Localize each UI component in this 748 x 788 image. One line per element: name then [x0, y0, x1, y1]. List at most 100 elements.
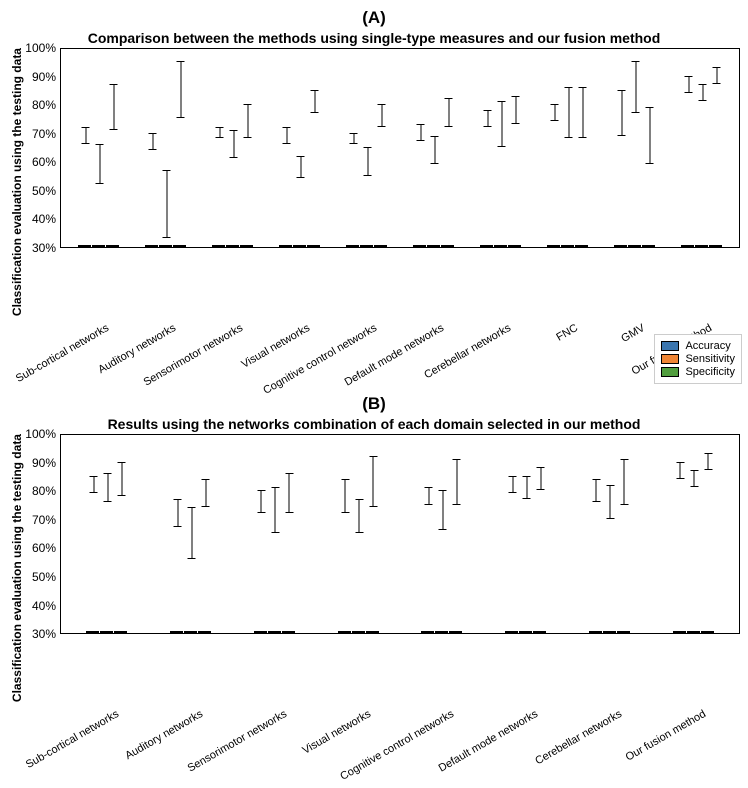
y-tick-label: 50%: [32, 570, 56, 584]
x-tick-label: Cerebellar networks: [533, 708, 624, 767]
error-bar: [526, 476, 527, 499]
error-bar: [487, 110, 488, 127]
error-bar: [289, 473, 290, 513]
error-bar: [624, 459, 625, 505]
y-tick-label: 90%: [32, 70, 56, 84]
legend-item: Specificity: [661, 366, 735, 378]
panel-a: (A) Comparison between the methods using…: [8, 8, 740, 394]
legend-swatch: [661, 341, 679, 351]
y-ticks-b: 30%40%50%60%70%80%90%100%: [26, 434, 60, 634]
y-tick-label: 40%: [32, 599, 56, 613]
panel-a-label: (A): [8, 8, 740, 28]
error-bar: [554, 104, 555, 121]
legend-label: Specificity: [685, 366, 735, 378]
y-tick-label: 90%: [32, 456, 56, 470]
y-tick-label: 30%: [32, 627, 56, 641]
error-bar: [680, 462, 681, 479]
error-bar: [649, 107, 650, 164]
y-tick-label: 30%: [32, 241, 56, 255]
error-bar: [353, 133, 354, 144]
panel-b-plot-wrap: Classification evaluation using the test…: [8, 434, 740, 702]
error-bar: [442, 490, 443, 530]
error-bar: [367, 147, 368, 176]
error-bar: [373, 456, 374, 507]
figure: (A) Comparison between the methods using…: [8, 8, 740, 780]
error-bar: [121, 462, 122, 496]
legend-item: Sensitivity: [661, 353, 735, 365]
error-bar: [568, 87, 569, 138]
y-axis-label-b: Classification evaluation using the test…: [8, 434, 26, 702]
y-tick-label: 100%: [25, 41, 56, 55]
error-bar: [540, 467, 541, 490]
y-tick-label: 100%: [25, 427, 56, 441]
plot-area-a: [60, 48, 740, 248]
error-bar: [286, 127, 287, 144]
error-bar: [359, 499, 360, 533]
legend-item: Accuracy: [661, 340, 735, 352]
error-bar: [107, 473, 108, 502]
y-tick-label: 70%: [32, 513, 56, 527]
error-bar: [716, 67, 717, 84]
error-bar: [420, 124, 421, 141]
error-bar: [166, 170, 167, 239]
error-bar: [300, 156, 301, 179]
legend-swatch: [661, 367, 679, 377]
error-bar: [113, 84, 114, 130]
x-tick-label: Our fusion method: [623, 708, 707, 764]
y-tick-label: 40%: [32, 212, 56, 226]
error-bar: [275, 487, 276, 533]
x-tick-label: Sub-cortical networks: [14, 322, 111, 385]
error-bar: [512, 476, 513, 493]
error-bar: [219, 127, 220, 138]
error-bar: [702, 84, 703, 101]
x-labels-a: Sub-cortical networksAuditory networksSe…: [8, 316, 740, 394]
error-bar: [501, 101, 502, 147]
error-bar: [314, 90, 315, 113]
error-bar: [93, 476, 94, 493]
error-bar: [456, 459, 457, 505]
legend-label: Accuracy: [685, 340, 730, 352]
x-tick-label: Sub-cortical networks: [24, 708, 121, 771]
x-tick-label: FNC: [555, 322, 581, 344]
panel-b: (B) Results using the networks combinati…: [8, 394, 740, 780]
error-bar: [448, 98, 449, 127]
panel-b-label: (B): [8, 394, 740, 414]
error-bar: [635, 61, 636, 112]
error-bar: [621, 90, 622, 136]
legend-swatch: [661, 354, 679, 364]
x-tick-label: Auditory networks: [123, 708, 205, 762]
y-tick-label: 50%: [32, 184, 56, 198]
error-bar: [261, 490, 262, 513]
error-bar: [345, 479, 346, 513]
error-bar: [85, 127, 86, 144]
x-tick-label: Cognitive control networks: [261, 322, 379, 397]
panel-a-plot-wrap: Classification evaluation using the test…: [8, 48, 740, 316]
y-tick-label: 70%: [32, 127, 56, 141]
y-tick-label: 60%: [32, 155, 56, 169]
x-labels-b: Sub-cortical networksAuditory networksSe…: [8, 702, 740, 780]
error-bar: [708, 453, 709, 470]
legend-label: Sensitivity: [685, 353, 735, 365]
error-bar: [694, 470, 695, 487]
error-bar: [205, 479, 206, 508]
panel-b-subtitle: Results using the networks combination o…: [8, 416, 740, 432]
error-bar: [177, 499, 178, 528]
plot-area-b: [60, 434, 740, 634]
panel-a-subtitle: Comparison between the methods using sin…: [8, 30, 740, 46]
legend: AccuracySensitivitySpecificity: [654, 334, 742, 384]
error-bar: [428, 487, 429, 504]
y-ticks-a: 30%40%50%60%70%80%90%100%: [26, 48, 60, 248]
error-bar: [596, 479, 597, 502]
error-bar: [688, 76, 689, 93]
y-axis-label-a: Classification evaluation using the test…: [8, 48, 26, 316]
error-bar: [434, 136, 435, 165]
error-bar: [582, 87, 583, 138]
y-tick-label: 80%: [32, 98, 56, 112]
error-bar: [191, 507, 192, 558]
error-bar: [515, 96, 516, 125]
error-bar: [152, 133, 153, 150]
error-bar: [180, 61, 181, 118]
error-bar: [99, 144, 100, 184]
y-tick-label: 80%: [32, 484, 56, 498]
x-tick-label: Visual networks: [300, 708, 373, 757]
